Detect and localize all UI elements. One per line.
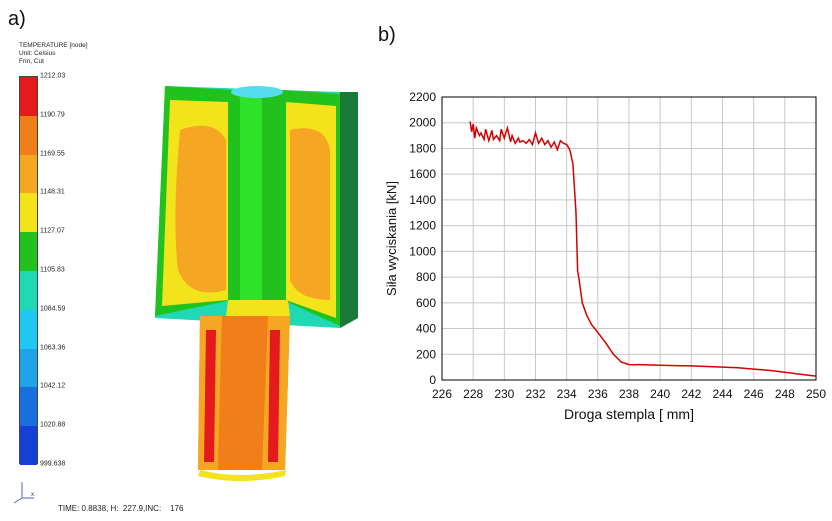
legend-tick-label: 1020.88 (40, 421, 66, 429)
y-tick-label: 1800 (409, 141, 436, 155)
legend-tick-label: 1042.12 (40, 382, 66, 390)
y-tick-label: 1000 (409, 244, 436, 258)
legend-tick-label: 1169.55 (40, 150, 65, 158)
x-tick-label: 226 (432, 387, 452, 401)
x-tick-labels: 226 228 230 232 234 236 238 240 242 244 246 248 250 (432, 387, 826, 401)
legend-header: TEMPERATURE [node] Unit: Celsius Frin, C… (19, 42, 88, 66)
x-tick-label: 228 (463, 387, 483, 401)
legend-mode: Frin, Cut (19, 58, 44, 65)
x-tick-label: 248 (775, 387, 795, 401)
legend-tick-label: 1063.36 (40, 344, 66, 352)
legend-swatch (20, 115, 37, 155)
y-tick-label: 2000 (409, 116, 436, 130)
legend-tick-label: 1190.79 (40, 111, 65, 119)
simulation-status: TIME: 0.8838, H: 227.9,INC: 176 (58, 504, 183, 513)
legend-swatch (20, 309, 37, 349)
y-tick-label: 1400 (409, 193, 436, 207)
x-tick-label: 240 (650, 387, 670, 401)
legend-swatch (20, 193, 37, 233)
inc-value: ,INC: 176 (142, 504, 184, 513)
legend-tick-label: 1084.59 (40, 305, 66, 313)
legend-tick-label: 1212.03 (40, 72, 66, 80)
legend-unit: Unit: Celsius (19, 50, 56, 57)
temperature-color-scale (19, 76, 38, 465)
series-line (469, 121, 817, 377)
x-axis-label: Droga stempla [ mm] (564, 406, 694, 422)
y-tick-label: 800 (416, 270, 436, 284)
y-tick-label: 2200 (409, 90, 436, 104)
legend-swatch (20, 232, 37, 271)
y-tick-label: 0 (429, 373, 436, 387)
legend-tick-label: 1127.07 (40, 227, 65, 235)
x-tick-label: 244 (712, 387, 732, 401)
y-tick-label: 1200 (409, 219, 436, 233)
x-tick-label: 242 (681, 387, 701, 401)
legend-swatch (20, 77, 37, 116)
y-tick-label: 200 (416, 347, 436, 361)
y-tick-label: 600 (416, 296, 436, 310)
x-tick-label: 234 (557, 387, 577, 401)
plot-frame (441, 96, 817, 381)
container-block (155, 86, 358, 328)
y-tick-labels: 0 200 400 600 800 1000 1200 1400 1600 1800 2000 220… (409, 90, 436, 387)
y-axis-label: Siła wyciskania [kN] (384, 181, 399, 296)
y-tick-label: 400 (416, 322, 436, 336)
x-tick-label: 250 (806, 387, 826, 401)
y-tick-label: 1600 (409, 167, 436, 181)
panel-b-label: b) (378, 24, 396, 46)
axis-x-marker: x (31, 492, 34, 498)
axis-triad-icon: x (13, 482, 34, 504)
h-value: , H: 227.9 (106, 504, 143, 513)
legend-swatch (20, 154, 37, 194)
x-tick-label: 238 (619, 387, 639, 401)
x-tick-label: 246 (744, 387, 764, 401)
extruded-profile (198, 316, 290, 481)
x-tick-label: 232 (525, 387, 545, 401)
legend-tick-label: 999.638 (40, 460, 66, 468)
x-tick-label: 236 (588, 387, 608, 401)
legend-swatch (20, 271, 37, 310)
legend-tick-label: 1105.83 (40, 266, 65, 274)
x-tick-label: 230 (494, 387, 514, 401)
legend-tick-label: 1148.31 (40, 188, 65, 196)
time-value: TIME: 0.8838 (58, 504, 107, 513)
legend-swatch (20, 426, 37, 465)
legend-swatch (20, 348, 37, 388)
panel-a-label: a) (8, 8, 26, 30)
legend-title: TEMPERATURE [node] (19, 42, 88, 49)
legend-swatch (20, 387, 37, 427)
